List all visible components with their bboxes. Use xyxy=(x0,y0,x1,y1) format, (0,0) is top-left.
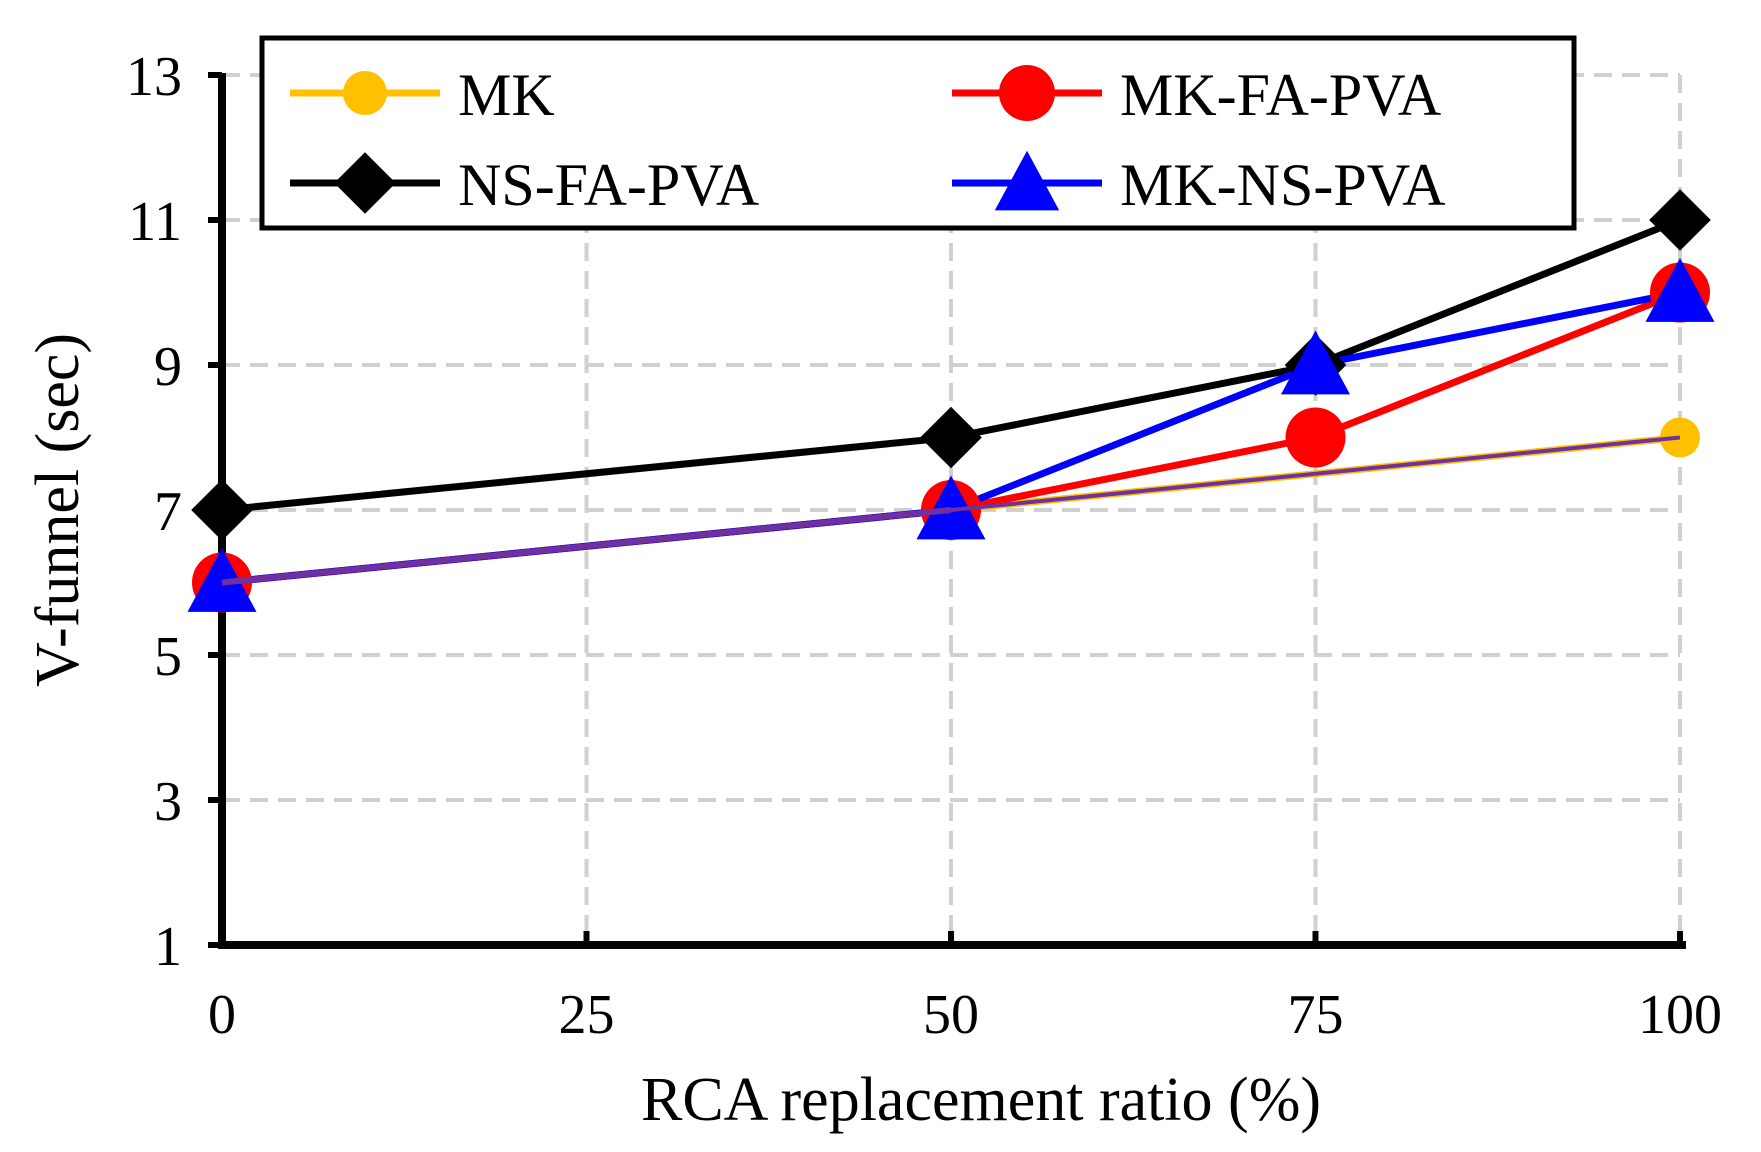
legend-label-mk-ns-pva: MK-NS-PVA xyxy=(1120,152,1446,218)
y-tick-label-13: 13 xyxy=(126,46,182,108)
x-tick-label-25: 25 xyxy=(559,984,615,1046)
point-mk-ns-pva-100 xyxy=(1645,258,1715,322)
x-axis-title: RCA replacement ratio (%) xyxy=(641,1066,1321,1134)
x-tick-label-100: 100 xyxy=(1638,984,1722,1046)
point-mk-ns-pva-75 xyxy=(1281,330,1350,395)
y-axis-title: V-funnel (sec) xyxy=(24,333,92,687)
point-mk-fa-pva-75 xyxy=(1285,407,1346,468)
series-markers xyxy=(187,189,1715,613)
x-tick-label-50: 50 xyxy=(923,984,979,1046)
point-ns-fa-pva-100 xyxy=(1649,189,1711,251)
y-tick-label-11: 11 xyxy=(128,191,182,253)
legend-marker-mk xyxy=(343,71,387,115)
overlay-segment-line-tail xyxy=(950,435,1681,512)
y-tick-label-5: 5 xyxy=(154,626,182,688)
y-tick-label-9: 9 xyxy=(154,336,182,398)
y-tick-label-3: 3 xyxy=(154,771,182,833)
series-line-ns-fa-pva xyxy=(221,216,1682,514)
x-tick-label-0: 0 xyxy=(208,984,236,1046)
point-ns-fa-pva-50 xyxy=(920,406,982,469)
y-tick-label-7: 7 xyxy=(154,481,182,543)
y-tick-label-1: 1 xyxy=(154,916,182,978)
legend-label-ns-fa-pva: NS-FA-PVA xyxy=(458,152,759,218)
legend-label-mk: MK xyxy=(458,62,555,128)
point-ns-fa-pva-0 xyxy=(191,479,253,541)
legend-marker-mk-fa-pva xyxy=(999,65,1055,121)
overlay-segment-line xyxy=(221,507,952,586)
legend-box xyxy=(259,35,1577,231)
legend-marker-ns-fa-pva xyxy=(334,152,396,214)
legend-label-mk-fa-pva: MK-FA-PVA xyxy=(1120,62,1441,128)
x-tick-label-75: 75 xyxy=(1288,984,1344,1046)
legend: MK MK-FA-PVA NS-FA-PVA MK-NS-PVA xyxy=(259,35,1577,231)
legend-marker-mk-ns-pva xyxy=(994,150,1060,211)
point-mk-ns-pva-50 xyxy=(916,475,986,540)
